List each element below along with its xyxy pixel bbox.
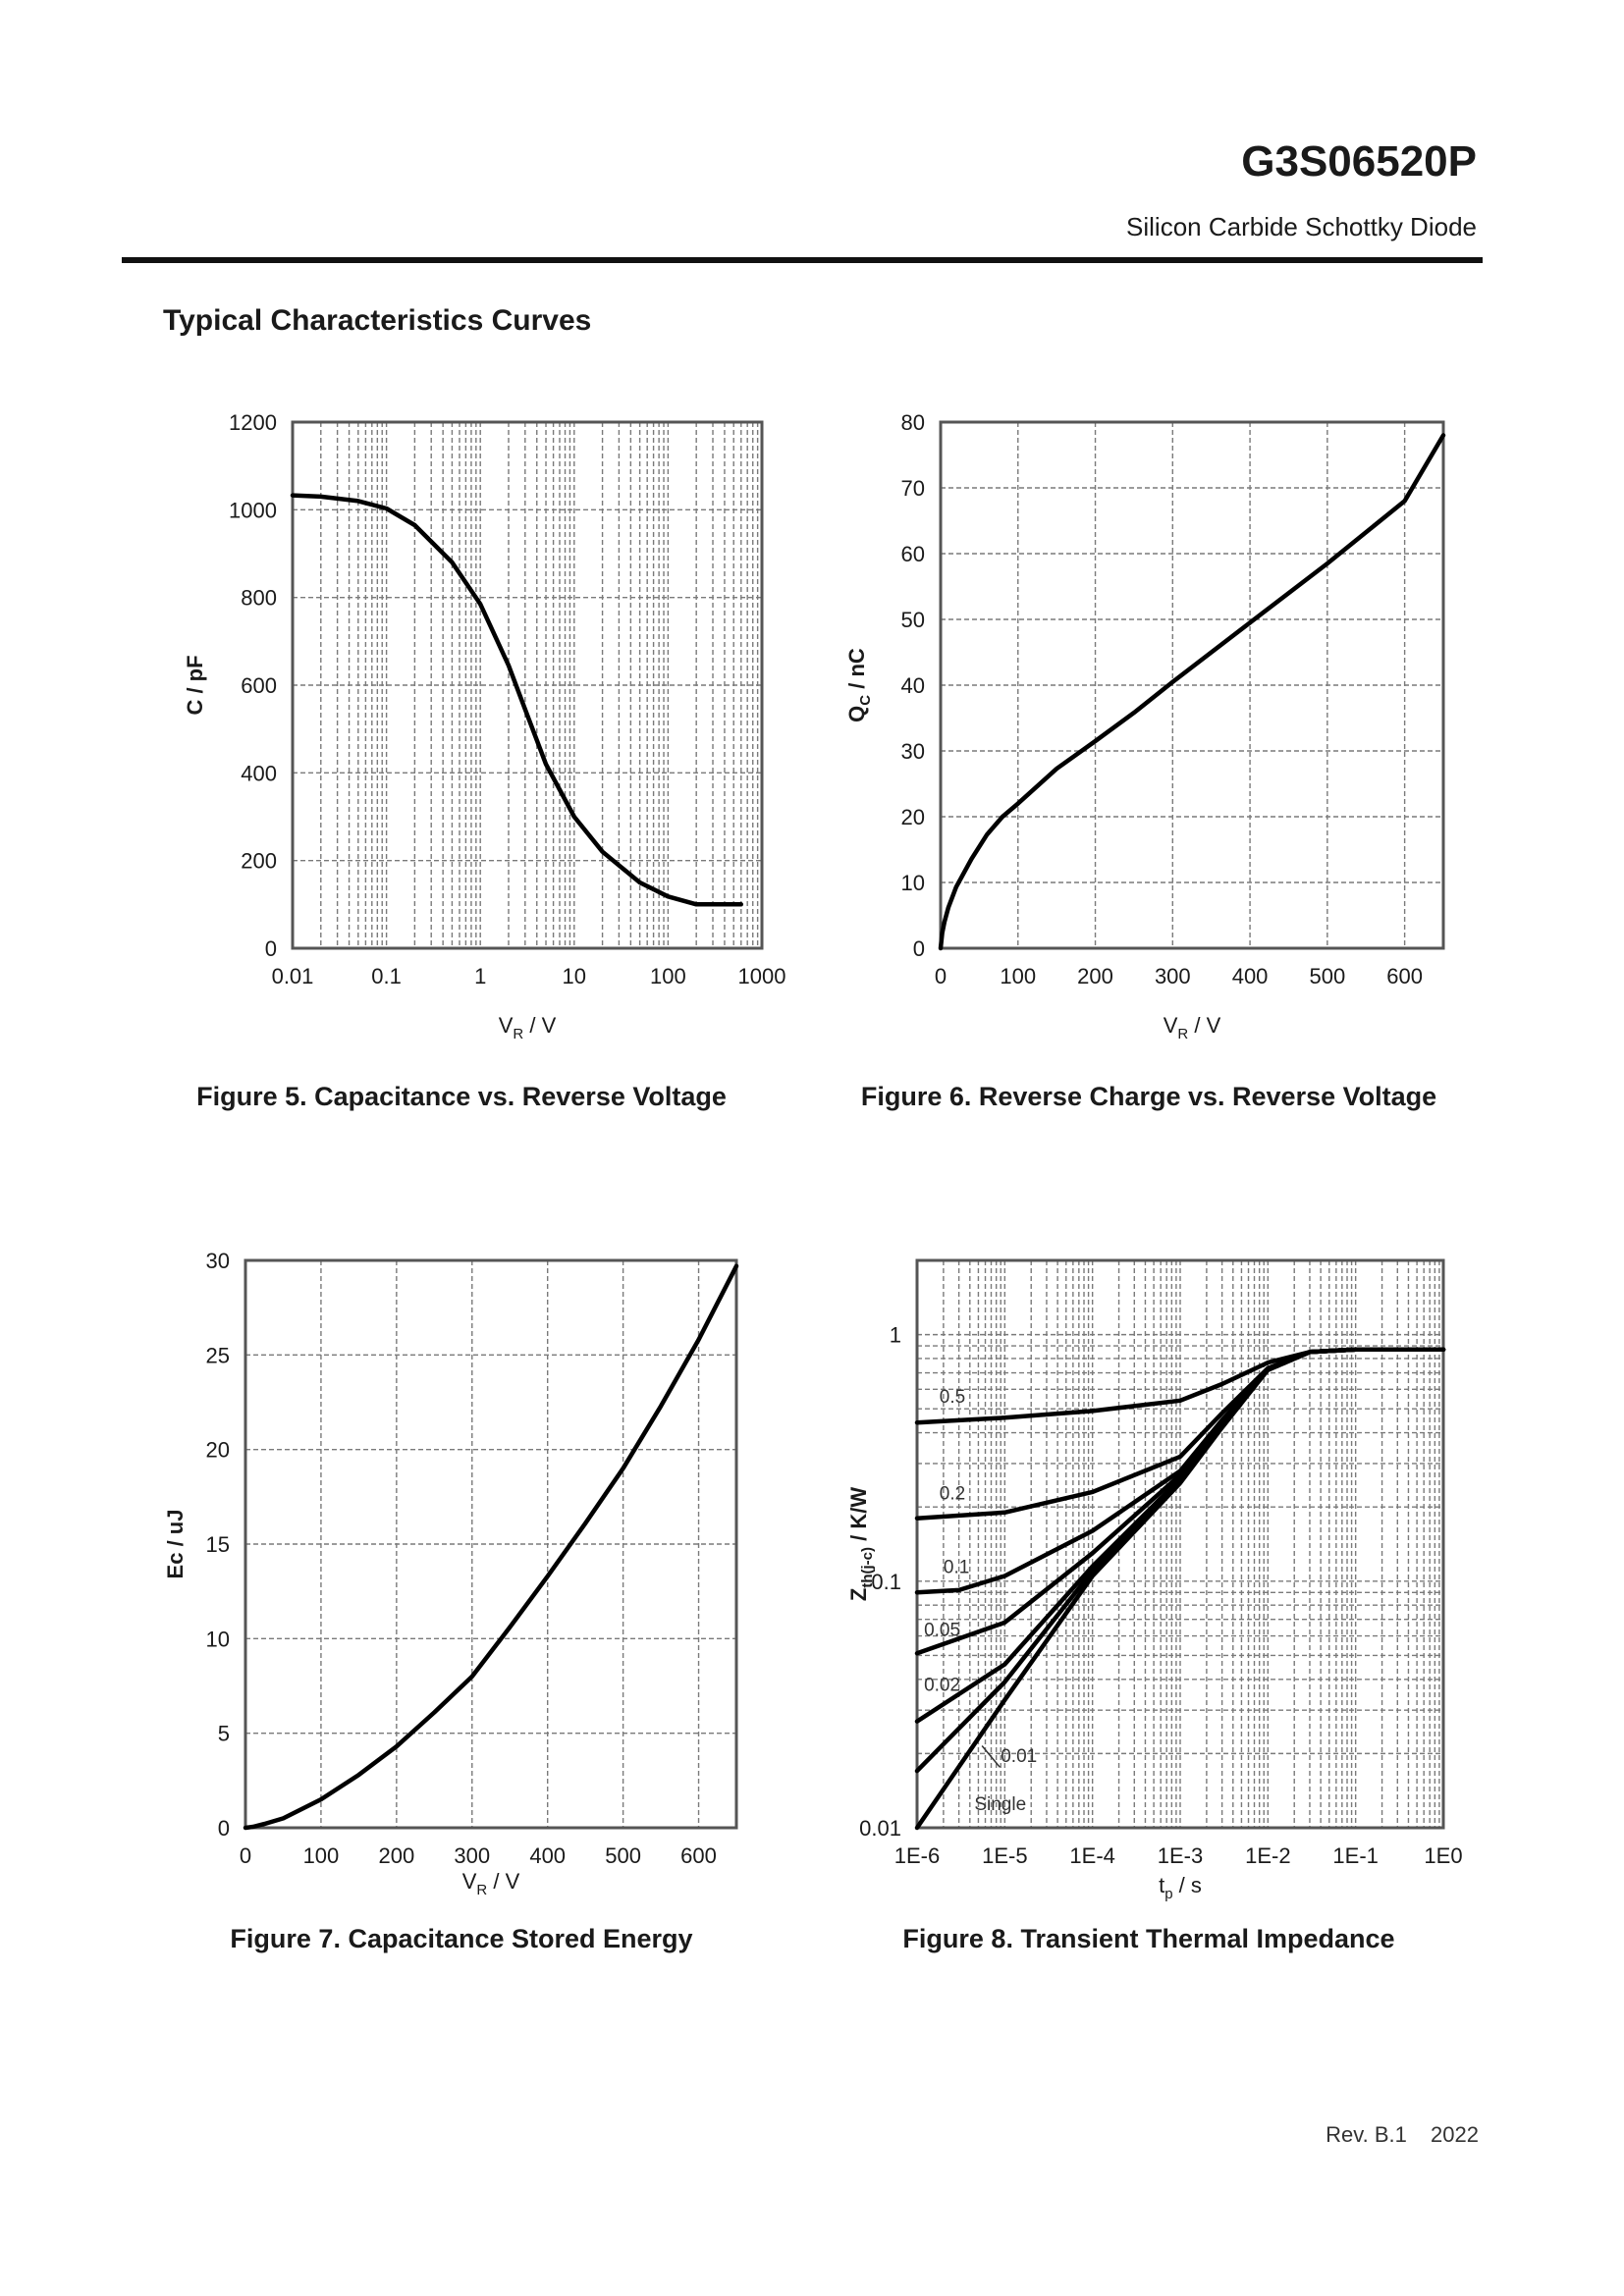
x-tick-label: 1000 <box>738 964 786 988</box>
chart-stored-energy: 0 100 200 300 400 500 600 0 5 10 15 20 25 30 VR / V Ec … <box>163 1249 739 1898</box>
part-number: G3S06520P <box>1241 137 1477 186</box>
x-tick-label: 10 <box>563 964 586 988</box>
y-tick-label: 600 <box>241 673 277 698</box>
gridlines <box>245 1260 736 1828</box>
y-tick-label: 30 <box>206 1249 230 1273</box>
series-label-0-1: 0.1 <box>944 1557 969 1577</box>
x-tick-label: 1E-1 <box>1332 1843 1378 1868</box>
y-tick-label: 10 <box>901 871 925 895</box>
y-axis-label: QC / nC <box>844 648 874 722</box>
x-tick-label: 600 <box>680 1843 717 1868</box>
y-tick-label: 5 <box>218 1722 230 1746</box>
chart-thermal-impedance: 1E-6 1E-5 1E-4 1E-3 1E-2 1E-1 1E0 0.01 0.1 1 tp / … <box>846 1258 1463 1902</box>
x-tick-label: 600 <box>1386 964 1423 988</box>
gridlines <box>917 1260 1443 1828</box>
document-subtitle: Silicon Carbide Schottky Diode <box>1126 212 1477 241</box>
x-tick-label: 100 <box>1000 964 1036 988</box>
x-axis-label: VR / V <box>1164 1013 1221 1042</box>
series-line-single <box>914 1347 1446 1831</box>
x-tick-label: 500 <box>1309 964 1345 988</box>
y-tick-label: 0 <box>265 936 277 961</box>
y-tick-label: 10 <box>206 1627 230 1651</box>
y-tick-label: 0.1 <box>871 1570 901 1594</box>
x-tick-label: 200 <box>1077 964 1113 988</box>
x-tick-label: 300 <box>454 1843 490 1868</box>
x-tick-label: 1E-2 <box>1245 1843 1290 1868</box>
x-axis-label: VR / V <box>499 1013 557 1042</box>
y-tick-label: 1000 <box>229 498 277 522</box>
x-tick-label: 400 <box>1232 964 1269 988</box>
gridlines <box>941 422 1443 948</box>
x-tick-label: 1 <box>474 964 486 988</box>
footer: Rev. B.1 2022 <box>1308 2122 1479 2148</box>
plot-frame <box>939 420 1445 950</box>
y-tick-label: 1200 <box>229 410 277 435</box>
figure-5-caption: Figure 5. Capacitance vs. Reverse Voltag… <box>196 1082 727 1111</box>
figure-8-caption: Figure 8. Transient Thermal Impedance <box>902 1924 1395 1953</box>
y-axis-label: Zth(j-c) / K/W <box>846 1487 876 1601</box>
year-label: 2022 <box>1431 2122 1479 2147</box>
y-tick-label: 50 <box>901 608 925 632</box>
y-tick-label: 60 <box>901 542 925 566</box>
x-tick-label: 0.1 <box>371 964 402 988</box>
x-tick-label: 100 <box>650 964 686 988</box>
y-tick-label: 70 <box>901 476 925 501</box>
series-label-leader <box>981 1745 1001 1768</box>
series-label-0-2: 0.2 <box>940 1483 965 1504</box>
y-tick-label: 80 <box>901 410 925 435</box>
y-tick-label: 40 <box>901 673 925 698</box>
series-line-qc <box>938 433 1446 951</box>
x-tick-label: 1E-5 <box>982 1843 1027 1868</box>
y-tick-label: 400 <box>241 761 277 785</box>
chart-charge-vs-voltage: 0 100 200 300 400 500 600 0 10 20 30 40 50 60 70 80 VR /… <box>844 410 1446 1042</box>
x-tick-label: 1E-6 <box>894 1843 940 1868</box>
series-label-0-02: 0.02 <box>924 1675 960 1695</box>
chart-capacitance-vs-voltage: 0.01 0.1 1 10 100 1000 0 200 400 600 800 1000 1200 VR… <box>183 410 786 1042</box>
x-axis-label: tp / s <box>1159 1873 1202 1902</box>
section-title: Typical Characteristics Curves <box>163 304 592 337</box>
plot-frame <box>244 1258 738 1830</box>
plot-frame <box>915 1258 1445 1830</box>
x-tick-label: 1E-3 <box>1158 1843 1203 1868</box>
series-label-0-5: 0.5 <box>940 1387 965 1408</box>
y-tick-label: 20 <box>901 805 925 829</box>
figure-7-caption: Figure 7. Capacitance Stored Energy <box>230 1924 693 1953</box>
y-tick-label: 15 <box>206 1532 230 1557</box>
header-rule <box>122 257 1483 263</box>
gridlines <box>293 422 762 948</box>
y-tick-label: 0 <box>913 936 925 961</box>
series-line-c <box>290 493 744 907</box>
series-line-ec <box>243 1263 739 1831</box>
series-label-single: Single <box>974 1794 1026 1815</box>
x-tick-label: 0 <box>935 964 947 988</box>
x-tick-label: 500 <box>605 1843 641 1868</box>
x-tick-label: 0 <box>240 1843 251 1868</box>
y-tick-label: 25 <box>206 1343 230 1367</box>
y-tick-label: 20 <box>206 1438 230 1463</box>
x-tick-label: 0.01 <box>272 964 314 988</box>
y-axis-label: Ec / uJ <box>163 1510 188 1579</box>
plot-frame <box>291 420 764 950</box>
x-tick-label: 1E0 <box>1424 1843 1462 1868</box>
x-tick-label: 400 <box>529 1843 566 1868</box>
y-tick-label: 1 <box>890 1323 901 1348</box>
y-tick-label: 0.01 <box>859 1816 901 1841</box>
series-label-0-01: 0.01 <box>1001 1746 1037 1767</box>
y-tick-label: 200 <box>241 849 277 874</box>
y-tick-label: 800 <box>241 586 277 611</box>
figure-6-caption: Figure 6. Reverse Charge vs. Reverse Vol… <box>860 1082 1437 1111</box>
y-axis-label: C / pF <box>183 655 207 715</box>
x-tick-label: 1E-4 <box>1069 1843 1114 1868</box>
x-tick-label: 200 <box>378 1843 414 1868</box>
x-axis-label: VR / V <box>462 1869 520 1898</box>
x-tick-label: 300 <box>1155 964 1191 988</box>
revision-label: Rev. B.1 <box>1326 2122 1407 2147</box>
series-label-0-05: 0.05 <box>924 1621 960 1641</box>
series-line-0-1 <box>914 1347 1446 1595</box>
x-tick-label: 100 <box>303 1843 340 1868</box>
y-tick-label: 0 <box>218 1816 230 1841</box>
y-tick-label: 30 <box>901 739 925 764</box>
